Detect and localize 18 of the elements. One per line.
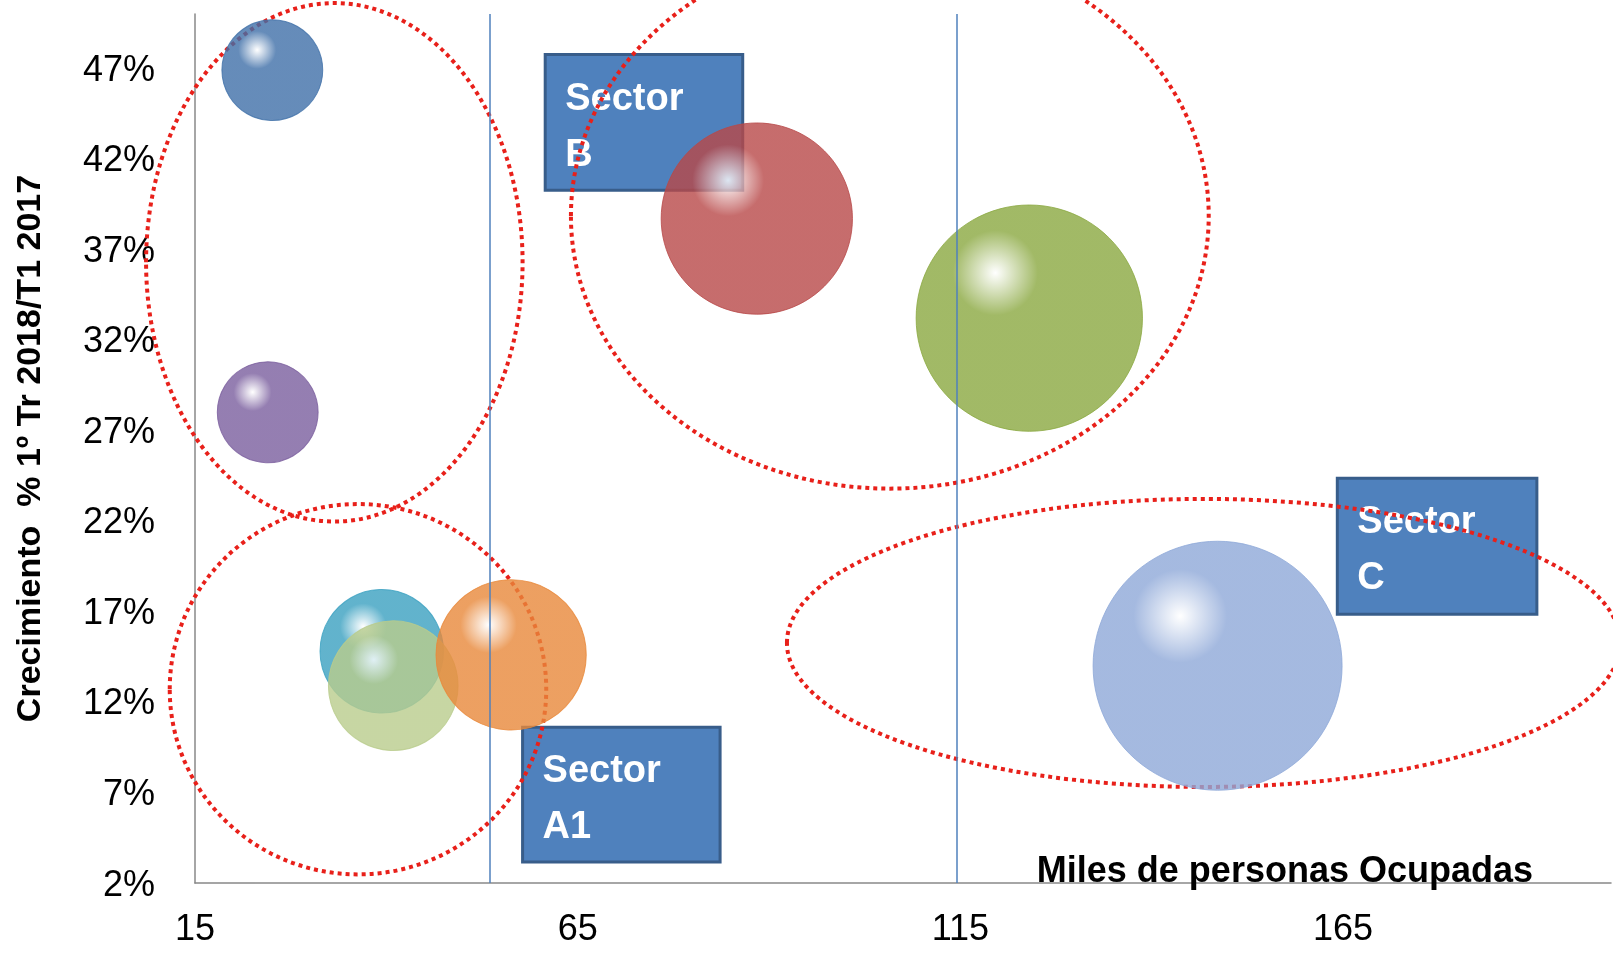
y-tick-label: 12% [82,681,155,723]
x-axis-title: Miles de personas Ocupadas [1036,849,1534,891]
y-tick-label: 32% [82,319,155,361]
y-tick-label: 37% [82,228,155,270]
x-tick-label: 65 [557,906,598,948]
y-axis-title: Crecimiento % 1º Tr 2018/T1 2017 [9,174,47,723]
annotation: Sector A1 [542,748,672,847]
y-tick-label: 22% [82,500,155,542]
x-tick-label: 15 [174,906,216,948]
y-tick-label: 27% [82,409,155,451]
y-tick-label: 42% [82,138,155,180]
x-tick-label: 115 [931,906,990,948]
y-tick-label: 7% [102,771,155,813]
annotation: Sector B [565,75,695,174]
y-tick-label: 2% [102,862,155,904]
y-tick-label: 17% [82,590,155,632]
x-tick-label: 165 [1313,906,1374,948]
y-tick-label: 47% [82,47,155,89]
